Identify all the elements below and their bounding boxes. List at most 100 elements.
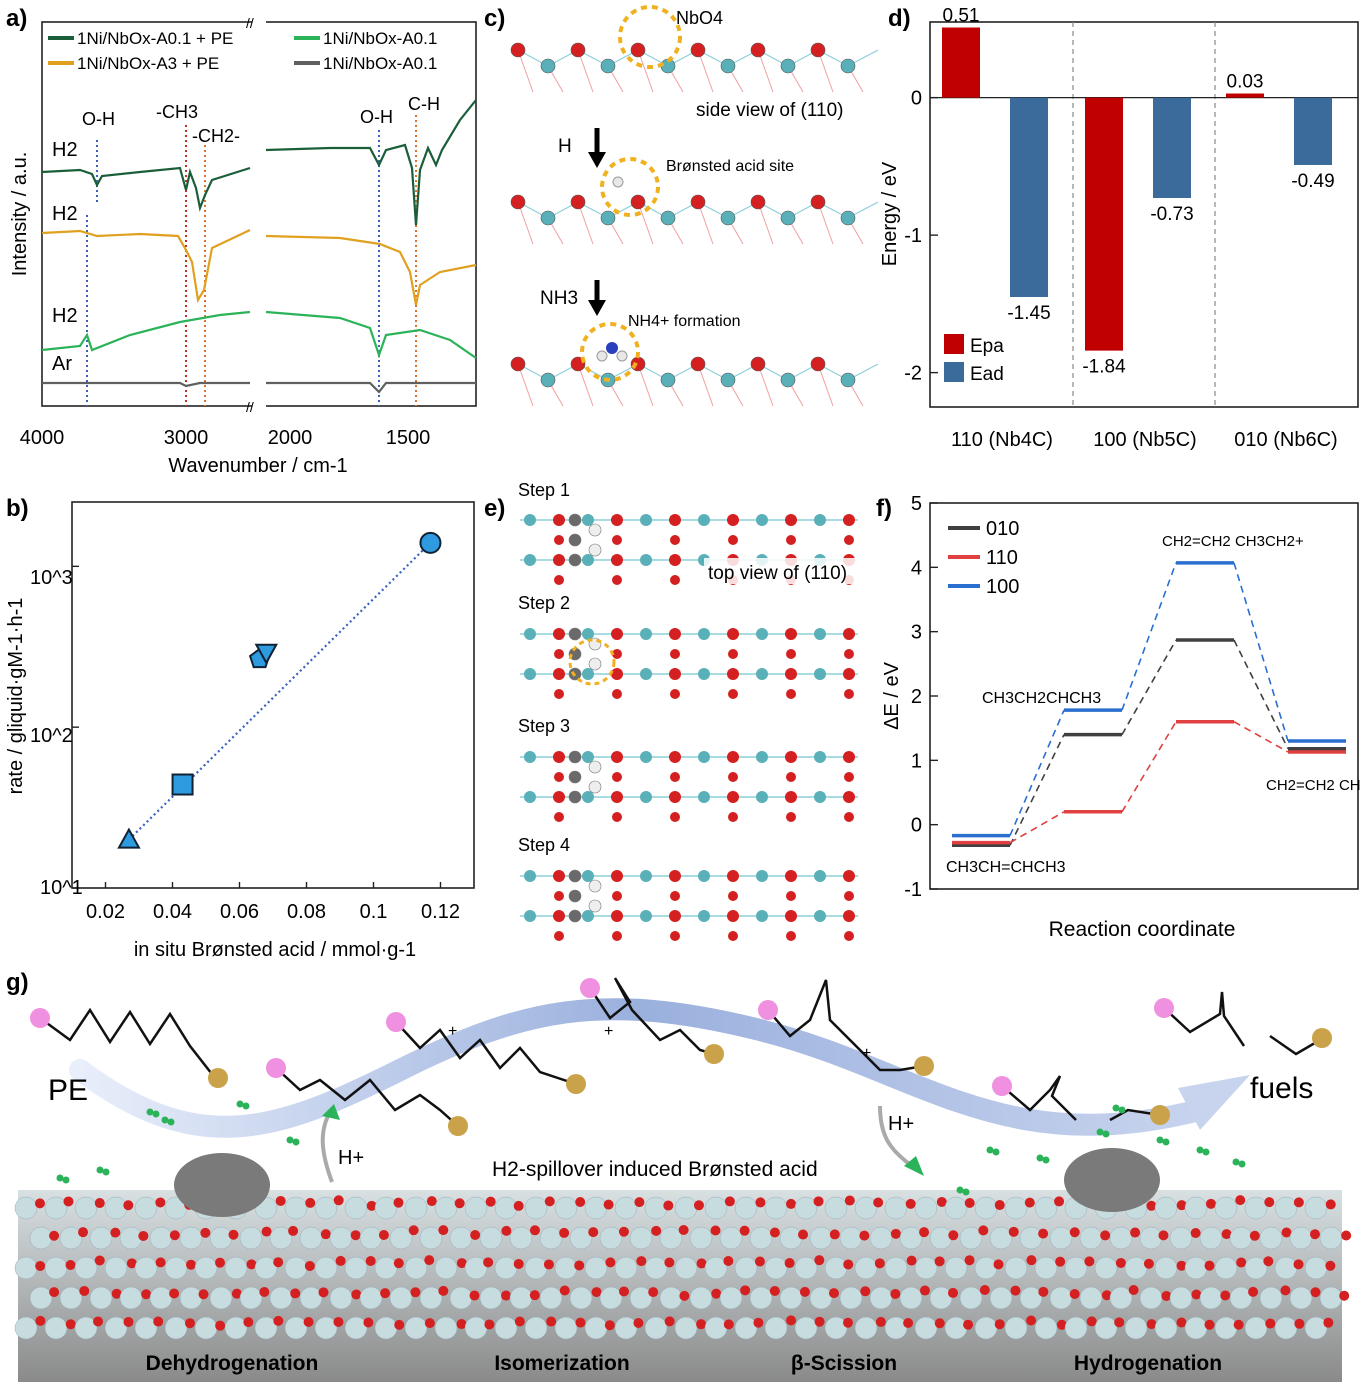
o-atom xyxy=(890,1228,901,1239)
spectrum-a3-left xyxy=(41,310,251,352)
energy-levels xyxy=(952,561,1346,848)
spectrum-a4-right xyxy=(266,381,476,394)
bar-ead-0 xyxy=(1010,97,1048,297)
nb-atom xyxy=(929,1226,953,1250)
o-atom xyxy=(554,649,564,659)
xtick-label-b: 0.04 xyxy=(153,901,192,923)
o-atom xyxy=(603,1199,614,1210)
nb-atom xyxy=(734,1316,758,1340)
nb-atom xyxy=(582,628,594,640)
nb-atom xyxy=(104,1316,128,1340)
bar-epa-0 xyxy=(942,27,980,98)
o-atom xyxy=(934,1256,945,1267)
panel-c-structures: NbO4 side view of (110) H Brønsted acid … xyxy=(510,5,879,407)
o-atom xyxy=(1265,1318,1276,1329)
h2-atom xyxy=(1102,1130,1110,1138)
panel-d-bar-chart: 0.51 -1.84 0.03 -1.45 -0.73 -0.49 0 -1 -2 110 (… xyxy=(879,6,1359,451)
o-atom xyxy=(611,554,623,566)
nb-atom xyxy=(74,1196,98,1220)
o-atom xyxy=(304,1260,315,1271)
nb-atom xyxy=(640,870,652,882)
o-atom xyxy=(261,1226,272,1237)
hydrogen-atom-1 xyxy=(596,350,608,362)
o-atom xyxy=(78,1227,89,1238)
legend-label-epa: Epa xyxy=(970,336,1004,357)
bond xyxy=(637,201,654,245)
nb-atom xyxy=(756,910,768,922)
nb-atom xyxy=(59,1286,83,1310)
nb-atom xyxy=(359,1226,383,1250)
o-atom xyxy=(1293,1197,1304,1208)
nb-atom xyxy=(540,210,556,226)
nb-atom xyxy=(989,1226,1013,1250)
o-atom xyxy=(843,514,855,526)
bond xyxy=(517,201,534,245)
nb-atom xyxy=(1244,1256,1268,1280)
o-atom xyxy=(810,356,826,372)
nb-atom xyxy=(674,1196,698,1220)
nb-atom xyxy=(1274,1256,1298,1280)
nb-atom xyxy=(1244,1316,1268,1340)
band-label-ch: C-H xyxy=(408,94,440,114)
spectrum-a1-right xyxy=(265,99,477,226)
o-atom xyxy=(246,1259,257,1270)
xtick-label-b: 0.12 xyxy=(421,901,460,923)
bond xyxy=(517,363,534,407)
o-atom xyxy=(1221,1229,1232,1240)
nb-atom xyxy=(1034,1316,1058,1340)
nb-atom xyxy=(840,58,856,74)
o-atom xyxy=(588,1227,599,1238)
o-atom xyxy=(553,668,565,680)
bar-epa-1 xyxy=(1085,97,1123,351)
o-atom xyxy=(215,1320,226,1331)
nb-atom xyxy=(824,1256,848,1280)
label-fuels: fuels xyxy=(1250,1072,1313,1105)
gas-label-4: Ar xyxy=(52,353,72,375)
o-atom xyxy=(670,812,680,822)
o-atom xyxy=(630,42,646,58)
o-atom xyxy=(843,1317,854,1328)
o-atom xyxy=(273,1315,284,1326)
o-atom xyxy=(49,1230,60,1241)
nb-atom xyxy=(899,1226,923,1250)
nb-atom xyxy=(164,1316,188,1340)
o-atom xyxy=(669,791,681,803)
o-atom xyxy=(690,194,706,210)
o-atom xyxy=(727,668,739,680)
o-atom xyxy=(1038,1228,1049,1239)
adsorbate-atom xyxy=(568,790,582,804)
nb-atom xyxy=(494,1256,518,1280)
o-atom xyxy=(669,628,681,640)
o-atom xyxy=(786,689,796,699)
molecule-carbocation xyxy=(395,1021,577,1086)
o-atom xyxy=(529,1225,540,1236)
charge-plus-2: + xyxy=(604,1023,613,1040)
nb-atom xyxy=(644,1256,668,1280)
nb-atom xyxy=(974,1316,998,1340)
nb-atom xyxy=(1034,1196,1058,1220)
nb-atom xyxy=(814,514,826,526)
o-atom xyxy=(1235,1195,1246,1206)
ytick-b-2: 10^3 xyxy=(30,567,73,589)
o-atom xyxy=(553,751,565,763)
nb-atom xyxy=(582,514,594,526)
nb-atom xyxy=(149,1286,173,1310)
molecule-branched xyxy=(588,977,715,1056)
h2-atom xyxy=(146,1108,154,1116)
h2-atom xyxy=(167,1118,175,1126)
nb-atom xyxy=(689,1286,713,1310)
o-atom xyxy=(305,1197,316,1208)
o-atom xyxy=(1264,1197,1275,1208)
o-atom xyxy=(1281,1227,1292,1238)
label-side-view: side view of (110) xyxy=(696,100,844,121)
h2-atom xyxy=(1232,1158,1240,1166)
nb-atom xyxy=(419,1286,443,1310)
adsorbate-atom xyxy=(588,523,602,537)
o-atom xyxy=(543,1259,554,1270)
nb-atom xyxy=(1094,1316,1118,1340)
o-atom xyxy=(394,1319,405,1330)
o-atom xyxy=(554,891,564,901)
panel-label-c: c) xyxy=(484,5,505,32)
chain-end-pink-7 xyxy=(1154,998,1174,1018)
o-atom xyxy=(678,1225,689,1236)
